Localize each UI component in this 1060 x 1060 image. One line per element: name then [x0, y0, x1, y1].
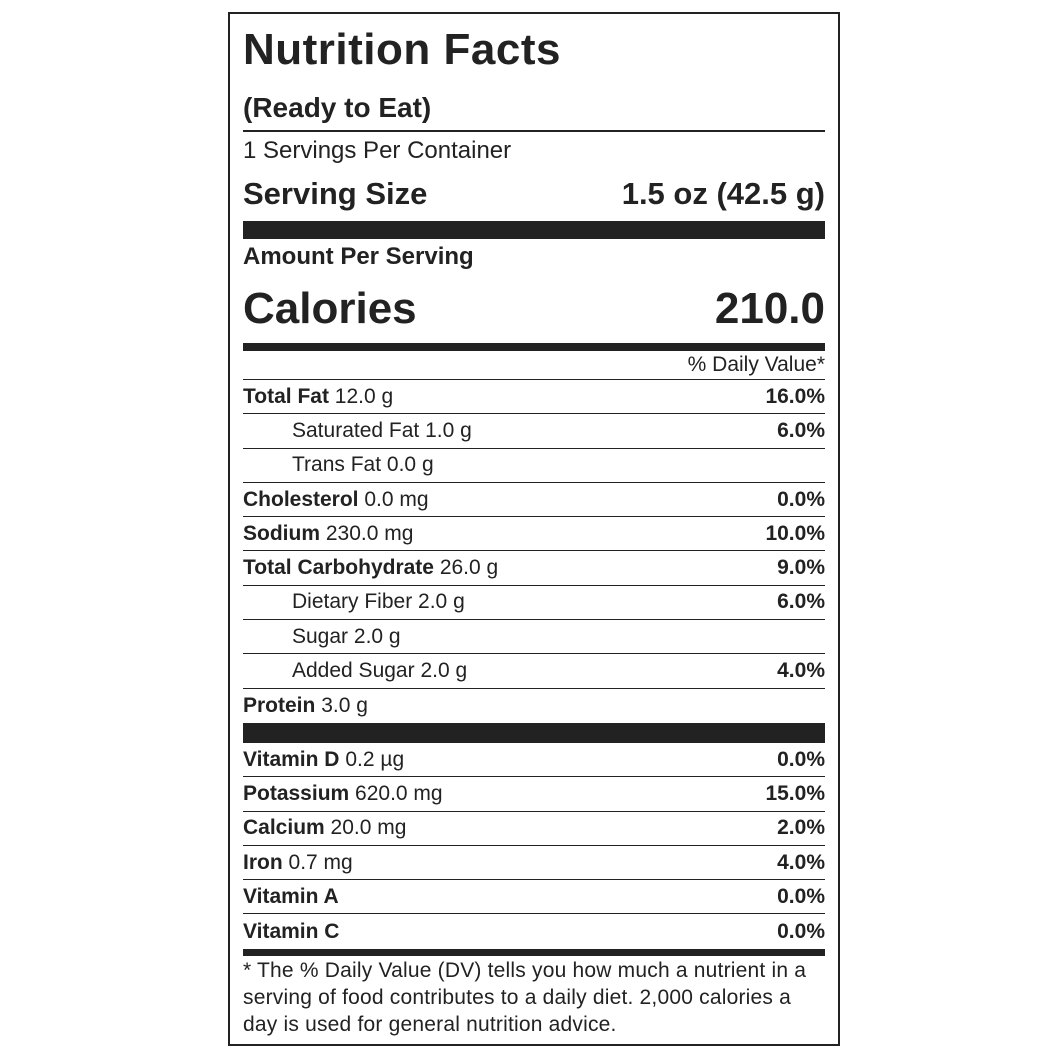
- nutrient-row: Vitamin A 0.0%: [243, 880, 825, 915]
- daily-value: 0.0%: [777, 919, 825, 943]
- nutrient-name-amount: Trans Fat 0.0 g: [292, 453, 434, 477]
- nutrient-amount: 26.0 g: [439, 556, 499, 580]
- nutrient-name-amount: Calcium 20.0 mg: [243, 816, 406, 840]
- nutrient-row: Protein 3.0 g: [243, 689, 825, 723]
- servings-per-container: 1 Servings Per Container: [243, 137, 512, 164]
- daily-value: 10.0%: [765, 521, 825, 545]
- nutrient-name-amount: Dietary Fiber 2.0 g: [292, 590, 465, 614]
- vitamin-list: Vitamin D 0.2 µg 0.0% Potassium 620.0 mg 15…: [243, 743, 825, 949]
- nutrient-row: Calcium 20.0 mg 2.0%: [243, 812, 825, 846]
- nutrient-row: Potassium 620.0 mg 15.0%: [243, 777, 825, 812]
- nutrient-amount: 0.0 g: [386, 453, 434, 477]
- nutrient-row: Total Fat 12.0 g 16.0%: [243, 380, 825, 415]
- nutrient-row: Vitamin C 0.0%: [243, 914, 825, 948]
- nutrient-row: Trans Fat 0.0 g: [243, 449, 825, 483]
- nutrient-name: Added Sugar: [292, 659, 415, 683]
- nutrient-amount: 230.0 mg: [325, 521, 414, 545]
- calories-value: 210.0: [714, 284, 825, 333]
- nutrient-amount: 620.0 mg: [355, 781, 443, 805]
- nutrition-label: Nutrition Facts (Ready to Eat) 1 Serving…: [228, 12, 840, 1046]
- nutrient-amount: 0.7 mg: [288, 850, 353, 874]
- divider: [243, 722, 825, 743]
- nutrient-name-amount: Total Carbohydrate 26.0 g: [243, 556, 498, 580]
- nutrient-row: Iron 0.7 mg 4.0%: [243, 846, 825, 881]
- nutrient-amount: 20.0 mg: [330, 816, 407, 840]
- nutrient-name-amount: Sodium 230.0 mg: [243, 522, 413, 546]
- nutrient-amount: 2.0 g: [418, 590, 465, 614]
- divider: [243, 948, 825, 956]
- daily-value: 15.0%: [765, 781, 825, 805]
- nutrient-name-amount: Vitamin C: [243, 920, 339, 944]
- nutrient-name-amount: Saturated Fat 1.0 g: [292, 419, 472, 443]
- nutrient-amount: 0.2 µg: [345, 747, 405, 771]
- nutrient-name: Saturated Fat: [292, 418, 420, 442]
- calories: Calories 210.0: [243, 275, 825, 343]
- daily-value: 0.0%: [777, 747, 825, 771]
- nutrient-row: Cholesterol 0.0 mg 0.0%: [243, 483, 825, 518]
- nutrient-name-amount: Total Fat 12.0 g: [243, 385, 393, 409]
- nutrient-row: Sugar 2.0 g: [243, 620, 825, 655]
- daily-value: 4.0%: [777, 850, 825, 874]
- serving-size-value: 1.5 oz (42.5 g): [621, 176, 825, 211]
- daily-value: 4.0%: [777, 659, 825, 683]
- nutrient-amount: 2.0 g: [353, 624, 401, 648]
- nutrient-name: Dietary Fiber: [292, 590, 413, 614]
- nutrient-name: Sugar: [292, 624, 349, 648]
- nutrient-name-amount: Potassium 620.0 mg: [243, 782, 443, 806]
- subtitle: (Ready to Eat): [243, 86, 825, 132]
- nutrient-row: Dietary Fiber 2.0 g 6.0%: [243, 586, 825, 621]
- divider: [243, 343, 825, 351]
- calories-label: Calories: [243, 284, 417, 333]
- amount-per-serving: Amount Per Serving: [243, 243, 474, 270]
- serving-size: Serving Size 1.5 oz (42.5 g): [243, 167, 825, 221]
- nutrient-name: Cholesterol: [243, 487, 359, 511]
- nutrient-name: Protein: [243, 693, 316, 717]
- daily-value: 2.0%: [777, 816, 825, 840]
- nutrient-name: Trans Fat: [292, 453, 382, 477]
- nutrient-list: Total Fat 12.0 g 16.0% Saturated Fat 1.0 g…: [243, 380, 825, 723]
- nutrient-row: Saturated Fat 1.0 g 6.0%: [243, 414, 825, 449]
- title: Nutrition Facts: [243, 25, 561, 74]
- nutrient-amount: 2.0 g: [420, 659, 468, 683]
- nutrient-name: Iron: [243, 850, 283, 874]
- nutrient-name-amount: Vitamin D 0.2 µg: [243, 748, 404, 772]
- nutrient-name: Total Carbohydrate: [243, 556, 434, 580]
- nutrient-row: Added Sugar 2.0 g 4.0%: [243, 654, 825, 689]
- nutrient-name: Sodium: [243, 521, 320, 545]
- nutrient-name-amount: Added Sugar 2.0 g: [292, 659, 467, 683]
- nutrient-amount: 1.0 g: [425, 418, 472, 442]
- daily-value: 0.0%: [777, 487, 825, 511]
- nutrient-amount: 3.0 g: [321, 693, 368, 717]
- nutrient-name-amount: Protein 3.0 g: [243, 694, 368, 718]
- daily-value-header: % Daily Value*: [243, 351, 825, 380]
- nutrient-name: Total Fat: [243, 384, 329, 408]
- nutrient-name-amount: Iron 0.7 mg: [243, 851, 353, 875]
- nutrient-name: Vitamin A: [243, 884, 339, 908]
- nutrient-row: Total Carbohydrate 26.0 g 9.0%: [243, 551, 825, 586]
- serving-size-label: Serving Size: [243, 176, 428, 211]
- daily-value: 0.0%: [777, 884, 825, 908]
- nutrient-row: Vitamin D 0.2 µg 0.0%: [243, 743, 825, 778]
- nutrient-name-amount: Sugar 2.0 g: [292, 625, 401, 649]
- nutrient-amount: 0.0 mg: [364, 487, 429, 511]
- nutrient-name: Vitamin D: [243, 747, 340, 771]
- divider: [243, 221, 825, 239]
- daily-value: 9.0%: [777, 556, 825, 580]
- daily-value: 16.0%: [765, 384, 825, 408]
- footnote: * The % Daily Value (DV) tells you how m…: [243, 958, 807, 1036]
- daily-value: 6.0%: [777, 590, 825, 614]
- nutrient-amount: 12.0 g: [334, 384, 394, 408]
- nutrient-name: Vitamin C: [243, 919, 340, 943]
- nutrient-name: Calcium: [243, 816, 325, 840]
- nutrient-name-amount: Cholesterol 0.0 mg: [243, 488, 429, 512]
- nutrient-name: Potassium: [243, 781, 350, 805]
- nutrient-row: Sodium 230.0 mg 10.0%: [243, 517, 825, 552]
- nutrient-name-amount: Vitamin A: [243, 885, 339, 909]
- daily-value: 6.0%: [777, 418, 825, 442]
